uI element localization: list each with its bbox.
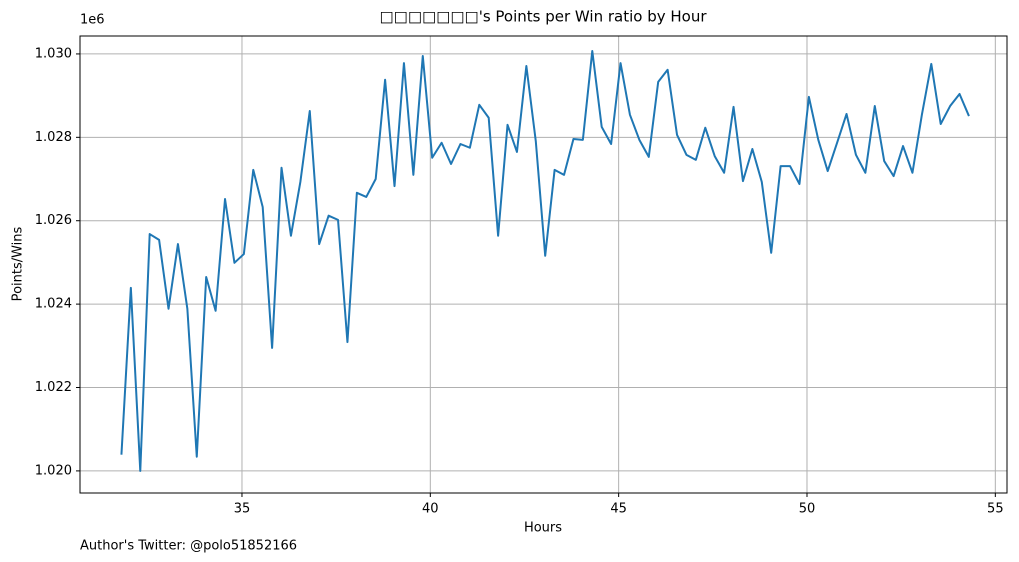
data-line	[120, 50, 970, 472]
y-tick-label: 1.022	[35, 380, 72, 395]
x-axis-label: Hours	[524, 521, 562, 536]
chart-title: □□□□□□□'s Points per Win ratio by Hour	[379, 8, 707, 26]
y-axis-label: Points/Wins	[11, 226, 26, 301]
y-offset-label: 1e6	[80, 13, 105, 28]
annotation: Author's Twitter: @polo51852166	[80, 539, 297, 554]
y-tick-label: 1.028	[35, 130, 72, 145]
x-tick-label: 50	[799, 502, 816, 517]
y-tick-label: 1.030	[35, 46, 72, 61]
x-tick-label: 45	[610, 502, 627, 517]
x-tick-label: 35	[234, 502, 251, 517]
x-tick-label: 40	[422, 502, 439, 517]
x-tick-label: 55	[987, 502, 1004, 517]
y-tick-label: 1.026	[35, 213, 72, 228]
y-tick-label: 1.020	[35, 463, 72, 478]
y-tick-label: 1.024	[35, 297, 72, 312]
plot-frame	[79, 35, 1008, 494]
